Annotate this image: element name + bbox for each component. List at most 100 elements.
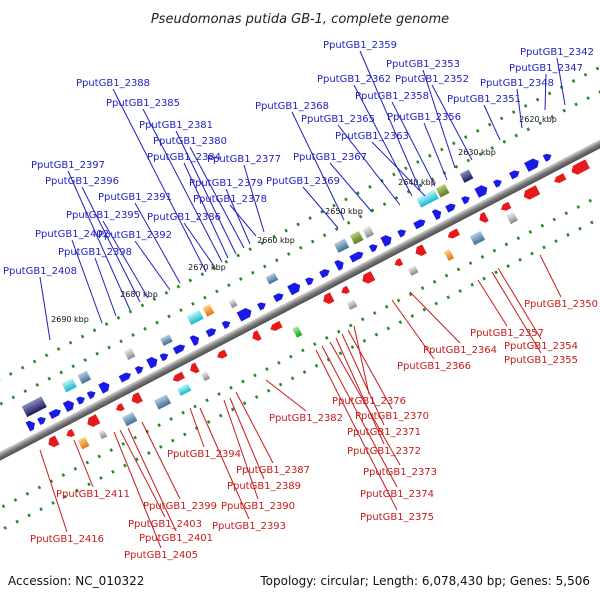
gene-label: PputGB1_2382 bbox=[269, 413, 343, 424]
gene-label: PputGB1_2379 bbox=[189, 178, 263, 189]
feature-box bbox=[78, 437, 90, 450]
feature-box bbox=[122, 412, 137, 426]
kbp-dot bbox=[9, 372, 13, 376]
gene-label: PputGB1_2378 bbox=[193, 194, 267, 205]
gene-label: PputGB1_2405 bbox=[124, 550, 198, 561]
kbp-dot bbox=[351, 345, 355, 349]
forward-gene-arrow bbox=[160, 351, 170, 361]
kbp-dot bbox=[133, 436, 137, 440]
kbp-dot bbox=[586, 96, 590, 100]
kbp-dot bbox=[277, 361, 281, 365]
gene-label: PputGB1_2374 bbox=[360, 489, 434, 500]
forward-gene-arrow bbox=[369, 242, 379, 252]
kbp-dot bbox=[191, 302, 195, 306]
kbp-dot bbox=[253, 373, 257, 377]
kbp-dot bbox=[241, 380, 245, 384]
forward-gene-arrow bbox=[413, 217, 427, 229]
forward-gene-arrow bbox=[26, 419, 38, 432]
gene-label: PputGB1_2367 bbox=[293, 152, 367, 163]
kbp-dot bbox=[62, 473, 66, 477]
kbp-dot bbox=[27, 514, 31, 518]
gene-label: PputGB1_2350 bbox=[524, 299, 598, 310]
kbp-dot bbox=[263, 265, 267, 269]
feature-box bbox=[347, 299, 358, 310]
kbp-dot bbox=[299, 246, 303, 250]
kbp-dot bbox=[572, 79, 576, 83]
kbp-dot bbox=[404, 166, 408, 170]
gene-label: PputGB1_2366 bbox=[397, 361, 471, 372]
gene-label: PputGB1_2347 bbox=[509, 63, 583, 74]
forward-gene-arrow bbox=[543, 152, 553, 162]
kbp-dot bbox=[325, 336, 329, 340]
gene-label: PputGB1_2392 bbox=[98, 230, 172, 241]
kbp-dot bbox=[445, 274, 449, 278]
kbp-dot bbox=[0, 378, 1, 382]
reverse-gene-arrow bbox=[340, 286, 350, 296]
reverse-gene-arrow bbox=[499, 202, 511, 213]
reverse-gene-arrow bbox=[215, 350, 227, 361]
forward-gene-arrow bbox=[222, 319, 232, 329]
gene-label: PputGB1_2390 bbox=[221, 501, 295, 512]
reverse-gene-arrow bbox=[65, 429, 75, 439]
reverse-gene-arrow bbox=[446, 229, 460, 241]
gene-label: PputGB1_2381 bbox=[139, 120, 213, 131]
reverse-gene-arrow bbox=[114, 403, 124, 413]
gene-leader-line bbox=[40, 277, 50, 340]
kbp-dot bbox=[548, 92, 552, 96]
kbp-tick-label: 2670 kbp bbox=[188, 263, 226, 272]
kbp-dot bbox=[383, 202, 387, 206]
kbp-dot bbox=[117, 316, 121, 320]
gene-label: PputGB1_2402 bbox=[35, 229, 109, 240]
kbp-dot bbox=[181, 411, 185, 415]
kbp-dot bbox=[15, 520, 19, 524]
kbp-dot bbox=[596, 67, 600, 71]
kbp-dot bbox=[482, 277, 486, 281]
gene-leader-line bbox=[190, 408, 204, 447]
reverse-gene-arrow bbox=[477, 212, 489, 225]
kbp-dot bbox=[47, 377, 51, 381]
kbp-dot bbox=[434, 302, 438, 306]
kbp-dot bbox=[584, 73, 588, 77]
kbp-dot bbox=[227, 283, 231, 287]
reverse-gene-arrow bbox=[269, 321, 283, 333]
reverse-gene-arrow bbox=[171, 372, 185, 384]
kbp-dot bbox=[95, 352, 99, 356]
kbp-dot bbox=[279, 383, 283, 387]
kbp-dot bbox=[265, 367, 269, 371]
kbp-tick-label: 2650 kbp bbox=[325, 207, 363, 216]
feature-box bbox=[160, 334, 173, 346]
gene-label: PputGB1_2373 bbox=[363, 467, 437, 478]
forward-gene-arrow bbox=[349, 250, 365, 263]
kbp-dot bbox=[155, 321, 159, 325]
kbp-dot bbox=[121, 442, 125, 446]
kbp-dot bbox=[143, 327, 147, 331]
kbp-dot bbox=[215, 289, 219, 293]
forward-gene-arrow bbox=[493, 178, 503, 188]
gene-leader-line bbox=[135, 241, 170, 290]
gene-label: PputGB1_2348 bbox=[480, 78, 554, 89]
gene-label: PputGB1_2399 bbox=[143, 501, 217, 512]
kbp-tick-label: 2660 kbp bbox=[257, 236, 295, 245]
kbp-dot bbox=[566, 233, 570, 237]
kbp-dot bbox=[21, 366, 25, 370]
forward-gene-arrow bbox=[474, 183, 489, 197]
kbp-dot bbox=[203, 296, 207, 300]
kbp-dot bbox=[3, 526, 7, 530]
kbp-dot bbox=[111, 470, 115, 474]
kbp-dot bbox=[512, 110, 516, 114]
forward-gene-arrow bbox=[287, 281, 302, 295]
kbp-dot bbox=[0, 402, 3, 406]
kbp-tick-label: 2690 kbp bbox=[51, 315, 89, 324]
kbp-dot bbox=[455, 165, 459, 169]
feature-box bbox=[444, 249, 454, 261]
kbp-dot bbox=[167, 314, 171, 318]
forward-gene-arrow bbox=[319, 267, 331, 278]
gene-label: PputGB1_2408 bbox=[3, 266, 77, 277]
gene-label: PputGB1_2403 bbox=[128, 519, 202, 530]
kbp-dot bbox=[311, 240, 315, 244]
gene-label: PputGB1_2363 bbox=[335, 131, 409, 142]
kbp-dot bbox=[284, 229, 288, 233]
kbp-dot bbox=[470, 283, 474, 287]
kbp-dot bbox=[267, 389, 271, 393]
kbp-dot bbox=[205, 398, 209, 402]
